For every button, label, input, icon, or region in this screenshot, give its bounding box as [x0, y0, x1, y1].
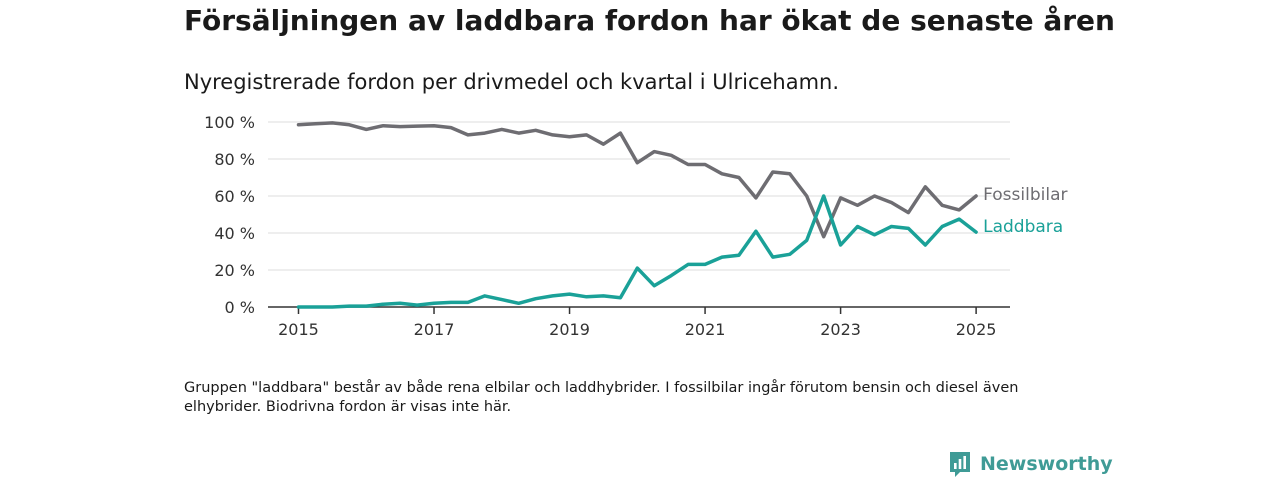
chart-subtitle: Nyregistrerade fordon per drivmedel och … — [184, 70, 840, 94]
line-chart: 0 % 20 % 40 % 60 % 80 % 100 % 2015 2017 2019 2021… — [204, 113, 1067, 339]
gridlines — [268, 121, 1010, 271]
footnote: Gruppen "laddbara" består av både rena e… — [184, 380, 1019, 415]
x-tick-label: 2023 — [820, 320, 861, 339]
series-lines — [296, 121, 978, 309]
x-tick-label: 2019 — [549, 320, 590, 339]
x-tick-label: 2017 — [414, 320, 455, 339]
series-line-fossilbilar — [296, 121, 978, 239]
series-line-laddbara — [296, 194, 978, 309]
series-labels: Fossilbilar Laddbara — [983, 185, 1067, 237]
y-tick-label: 100 % — [204, 113, 255, 132]
x-tick-label: 2021 — [685, 320, 726, 339]
newsworthy-logo-icon — [950, 452, 970, 477]
y-tick-label: 80 % — [214, 150, 255, 169]
y-tick-label: 60 % — [214, 187, 255, 206]
series-label-laddbara: Laddbara — [983, 217, 1063, 237]
y-tick-label: 40 % — [214, 224, 255, 243]
y-tick-label: 20 % — [214, 261, 255, 280]
x-tick-label: 2025 — [956, 320, 997, 339]
axes: 0 % 20 % 40 % 60 % 80 % 100 % 2015 2017 2019 2021… — [204, 113, 1010, 339]
y-tick-label: 0 % — [225, 298, 255, 317]
series-label-fossilbilar: Fossilbilar — [983, 185, 1067, 205]
brand-name: Newsworthy — [980, 453, 1113, 475]
newsworthy-logo[interactable]: Newsworthy — [948, 450, 1113, 478]
x-tick-label: 2015 — [278, 320, 319, 339]
chart-title: Försäljningen av laddbara fordon har öka… — [184, 4, 1115, 37]
